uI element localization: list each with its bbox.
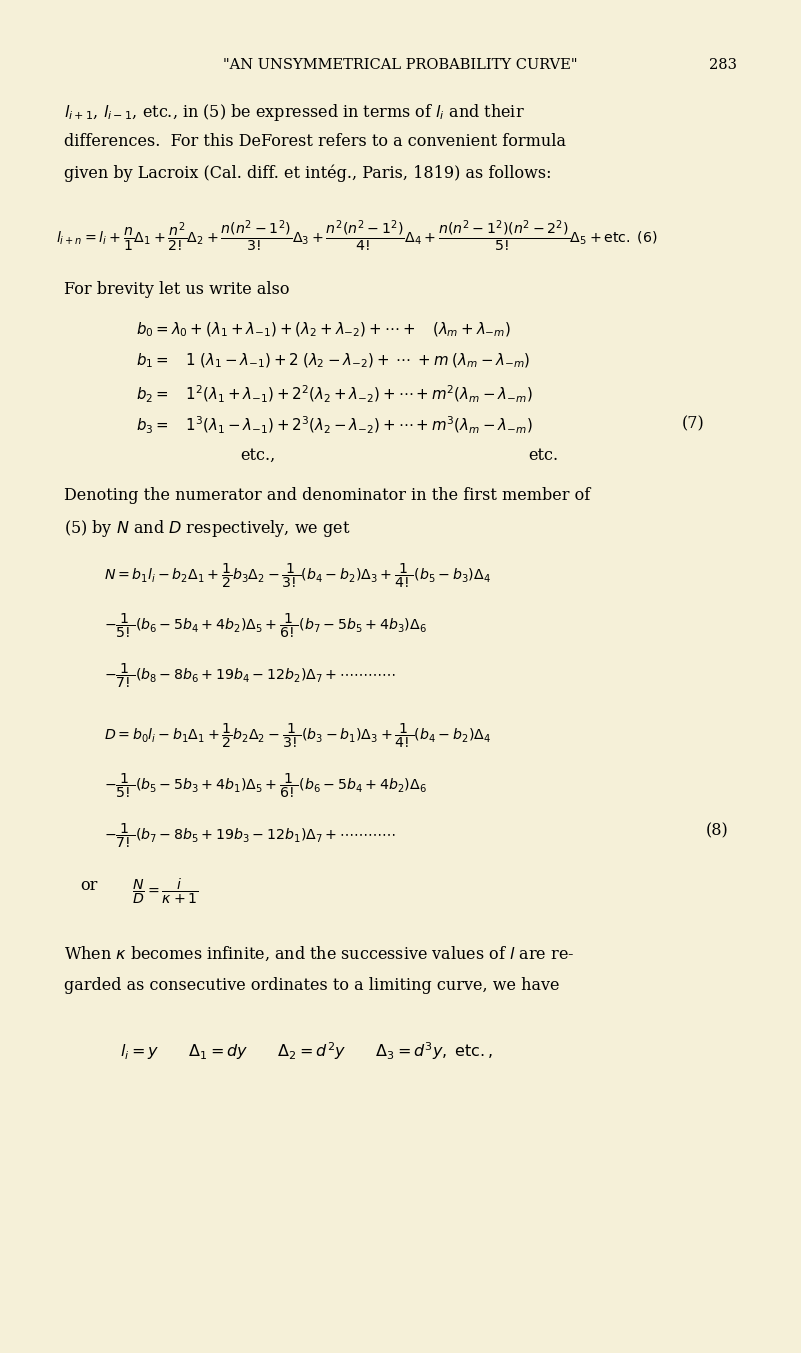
Text: $-\dfrac{1}{5!}(b_6-5b_4+4b_2)\Delta_5+\dfrac{1}{6!}(b_7-5b_5+4b_3)\Delta_6$: $-\dfrac{1}{5!}(b_6-5b_4+4b_2)\Delta_5+\…: [104, 612, 427, 640]
Text: or: or: [80, 877, 98, 894]
Text: When $\kappa$ becomes infinite, and the successive values of $l$ are re-: When $\kappa$ becomes infinite, and the …: [64, 944, 574, 963]
Text: $-\dfrac{1}{7!}(b_7-8b_5+19b_3-12b_1)\Delta_7+\cdots\cdots\cdots\cdots$: $-\dfrac{1}{7!}(b_7-8b_5+19b_3-12b_1)\De…: [104, 823, 396, 851]
Text: $N=b_1 l_i-b_2\Delta_1+\dfrac{1}{2}b_3\Delta_2-\dfrac{1}{3!}(b_4-b_2)\Delta_3+\d: $N=b_1 l_i-b_2\Delta_1+\dfrac{1}{2}b_3\D…: [104, 561, 491, 590]
Text: etc.: etc.: [529, 446, 559, 464]
Text: For brevity let us write also: For brevity let us write also: [64, 280, 290, 298]
Text: $-\dfrac{1}{7!}(b_8-8b_6+19b_4-12b_2)\Delta_7+\cdots\cdots\cdots\cdots$: $-\dfrac{1}{7!}(b_8-8b_6+19b_4-12b_2)\De…: [104, 662, 396, 690]
Text: $-\dfrac{1}{5!}(b_5-5b_3+4b_1)\Delta_5+\dfrac{1}{6!}(b_6-5b_4+4b_2)\Delta_6$: $-\dfrac{1}{5!}(b_5-5b_3+4b_1)\Delta_5+\…: [104, 773, 427, 801]
Text: $l_{i+1}$, $l_{i-1}$, etc., in (5) be expressed in terms of $l_i$ and their: $l_{i+1}$, $l_{i-1}$, etc., in (5) be ex…: [64, 101, 525, 123]
Text: $\dfrac{N}{D}=\dfrac{i}{\kappa+1}$: $\dfrac{N}{D}=\dfrac{i}{\kappa+1}$: [132, 877, 199, 907]
Text: $b_3=\quad 1^3(\lambda_1-\lambda_{-1})+2^3(\lambda_2-\lambda_{-2})+\cdots+m^3(\l: $b_3=\quad 1^3(\lambda_1-\lambda_{-1})+2…: [136, 415, 533, 436]
Text: given by Lacroix (Cal. diff. et intég., Paris, 1819) as follows:: given by Lacroix (Cal. diff. et intég., …: [64, 165, 552, 183]
Text: "AN UNSYMMETRICAL PROBABILITY CURVE": "AN UNSYMMETRICAL PROBABILITY CURVE": [223, 58, 578, 72]
Text: (8): (8): [706, 823, 729, 839]
Text: $l_{i+n}=l_i+\dfrac{n}{1}\Delta_1+\dfrac{n^2}{2!}\Delta_2+\dfrac{n(n^2-1^2)}{3!}: $l_{i+n}=l_i+\dfrac{n}{1}\Delta_1+\dfrac…: [56, 218, 658, 253]
Text: $D=b_0 l_i-b_1\Delta_1+\dfrac{1}{2}b_2\Delta_2-\dfrac{1}{3!}(b_3-b_1)\Delta_3+\d: $D=b_0 l_i-b_1\Delta_1+\dfrac{1}{2}b_2\D…: [104, 723, 491, 751]
Text: etc.,: etc.,: [240, 446, 276, 464]
Text: 283: 283: [709, 58, 737, 72]
Text: (7): (7): [682, 415, 705, 432]
Text: $l_i=y \qquad \Delta_1=dy \qquad \Delta_2=d^2y \qquad \Delta_3=d^3y,\;\mathrm{et: $l_i=y \qquad \Delta_1=dy \qquad \Delta_…: [120, 1040, 493, 1062]
Text: differences.  For this DeForest refers to a convenient formula: differences. For this DeForest refers to…: [64, 134, 566, 150]
Text: $b_1=\quad 1\;(\lambda_1-\lambda_{-1})+2\;(\lambda_2-\lambda_{-2})+\;\cdots\;+m\: $b_1=\quad 1\;(\lambda_1-\lambda_{-1})+2…: [136, 352, 530, 371]
Text: garded as consecutive ordinates to a limiting curve, we have: garded as consecutive ordinates to a lim…: [64, 977, 560, 993]
Text: Denoting the numerator and denominator in the first member of: Denoting the numerator and denominator i…: [64, 487, 590, 503]
Text: $b_2=\quad 1^2(\lambda_1+\lambda_{-1})+2^2(\lambda_2+\lambda_{-2})+\cdots+m^2(\l: $b_2=\quad 1^2(\lambda_1+\lambda_{-1})+2…: [136, 383, 533, 405]
Text: $b_0=\lambda_0+(\lambda_1+\lambda_{-1})+(\lambda_2+\lambda_{-2})+\cdots+\quad(\l: $b_0=\lambda_0+(\lambda_1+\lambda_{-1})+…: [136, 321, 511, 338]
Text: (5) by $N$ and $D$ respectively, we get: (5) by $N$ and $D$ respectively, we get: [64, 518, 351, 538]
